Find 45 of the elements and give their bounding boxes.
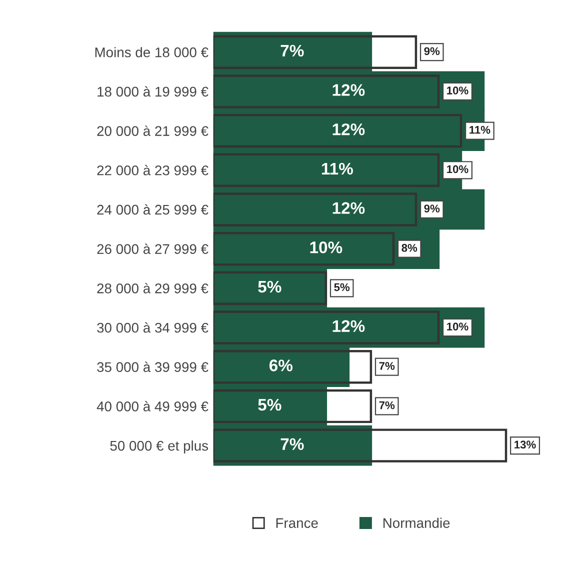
data-label: 7% bbox=[280, 438, 304, 450]
y-tick-label: Moins de 18 000 € bbox=[95, 47, 208, 58]
data-label: 5% bbox=[258, 398, 282, 411]
data-label: 10% bbox=[447, 165, 468, 174]
data-label: 8% bbox=[402, 244, 418, 252]
bar bbox=[213, 192, 418, 226]
data-label: 5% bbox=[334, 283, 350, 292]
data-label: 7% bbox=[379, 362, 395, 370]
bar bbox=[213, 35, 418, 69]
data-label: 11% bbox=[322, 162, 353, 175]
y-tick-label: 24 000 à 25 999 € bbox=[97, 204, 208, 215]
data-label: 7% bbox=[280, 44, 304, 57]
data-label: 9% bbox=[424, 204, 440, 212]
bar bbox=[213, 232, 395, 266]
bar bbox=[213, 350, 372, 384]
data-label: 10% bbox=[447, 322, 468, 330]
bar bbox=[213, 114, 462, 148]
y-tick-label: 26 000 à 27 999 € bbox=[97, 244, 208, 254]
y-tick-label: 22 000 à 23 999 € bbox=[97, 164, 208, 176]
data-label: 10% bbox=[310, 241, 342, 254]
data-label: 12% bbox=[332, 84, 365, 96]
legend-label: France bbox=[276, 518, 318, 528]
data-label: 11% bbox=[470, 126, 490, 134]
legend-label: Normandie bbox=[383, 518, 450, 528]
y-tick-label: 30 000 à 34 999 € bbox=[97, 322, 208, 333]
bar bbox=[213, 428, 508, 462]
data-label: 9% bbox=[424, 47, 440, 56]
y-tick-label: 50 000 € et plus bbox=[110, 440, 208, 454]
data-label: 10% bbox=[447, 86, 468, 94]
data-label: 7% bbox=[379, 401, 395, 410]
y-tick-label: 18 000 à 19 999 € bbox=[98, 86, 208, 97]
data-label: 13% bbox=[514, 440, 536, 449]
data-label: 12% bbox=[332, 123, 365, 136]
bar bbox=[213, 153, 440, 187]
bar bbox=[213, 389, 372, 424]
bar bbox=[213, 310, 440, 344]
y-tick-label: 40 000 à 49 999 € bbox=[96, 401, 208, 412]
data-label: 12% bbox=[332, 202, 365, 214]
data-label: 12% bbox=[332, 320, 365, 332]
bar bbox=[213, 74, 440, 108]
data-label: 6% bbox=[269, 360, 293, 372]
y-tick-label: 28 000 à 29 999 € bbox=[97, 282, 208, 294]
y-tick-label: 20 000 à 21 999 € bbox=[97, 126, 208, 136]
y-tick-label: 35 000 à 39 999 € bbox=[97, 362, 208, 372]
data-label: 5% bbox=[258, 280, 282, 293]
